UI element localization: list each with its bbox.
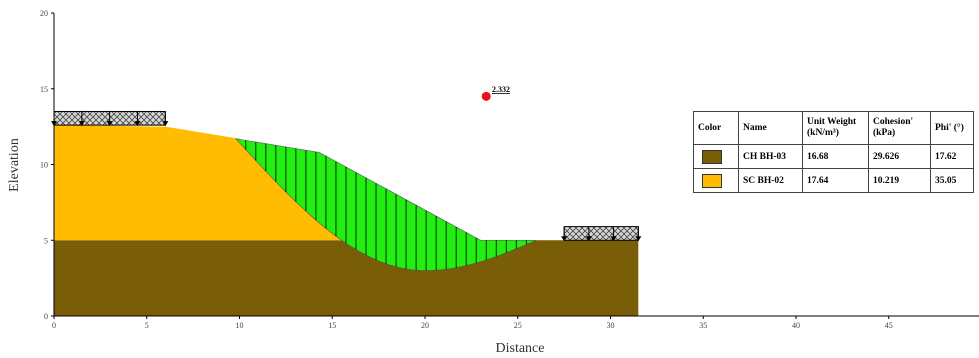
legend-header-name: Name	[738, 111, 803, 145]
x-tick-label: 15	[328, 321, 336, 330]
material-legend-table: Color Name Unit Weight (kN/m³) Cohesion'…	[693, 111, 974, 193]
y-axis-title: Elevation	[7, 138, 22, 192]
legend-row: SC BH-02 17.64 10.219 35.05	[693, 168, 974, 193]
critical-slip-center-point	[481, 91, 491, 101]
phi-value: 17.62	[930, 144, 974, 169]
phi-value: 35.05	[930, 168, 974, 193]
material-name: CH BH-03	[738, 144, 803, 169]
ch-layer-region	[54, 240, 639, 316]
sc-layer-region	[54, 125, 639, 241]
x-tick-label: 40	[792, 321, 800, 330]
x-axis-title: Distance	[496, 341, 545, 356]
sc-color-swatch	[702, 173, 722, 188]
load-arrow-head	[561, 236, 568, 242]
legend-header-cohesion: Cohesion' (kPa)	[868, 111, 931, 145]
y-tick-label: 20	[40, 9, 48, 18]
x-tick-label: 10	[236, 321, 244, 330]
load-arrow-head	[610, 236, 617, 242]
cohesion-value: 29.626	[868, 144, 931, 169]
legend-row: CH BH-03 16.68 29.626 17.62	[693, 144, 974, 169]
load-arrow-head	[635, 236, 642, 242]
factor-of-safety-label: 2.332	[492, 85, 510, 94]
x-tick-label: 45	[885, 321, 893, 330]
load-arrow-head	[585, 236, 592, 242]
x-tick-label: 0	[52, 321, 56, 330]
cohesion-value: 10.219	[868, 168, 931, 193]
legend-header-unit-weight: Unit Weight (kN/m³)	[802, 111, 869, 145]
load-arrow-head	[78, 121, 85, 127]
y-tick-label: 5	[44, 236, 48, 245]
x-tick-label: 35	[699, 321, 707, 330]
surcharge-load	[563, 226, 639, 241]
legend-header-phi: Phi' (°)	[930, 111, 974, 145]
unit-weight-value: 17.64	[802, 168, 869, 193]
legend-header-color: Color	[693, 111, 739, 145]
y-tick-label: 10	[40, 161, 48, 170]
legend-header-row: Color Name Unit Weight (kN/m³) Cohesion'…	[693, 111, 974, 145]
x-tick-label: 20	[421, 321, 429, 330]
x-tick-label: 5	[145, 321, 149, 330]
load-arrow-head	[134, 121, 141, 127]
load-arrow-head	[106, 121, 113, 127]
unit-weight-value: 16.68	[802, 144, 869, 169]
y-tick-label: 15	[40, 85, 48, 94]
x-tick-label: 25	[514, 321, 522, 330]
x-tick-label: 30	[607, 321, 615, 330]
ch-color-swatch	[702, 149, 722, 164]
y-tick-label: 0	[44, 312, 48, 321]
material-name: SC BH-02	[738, 168, 803, 193]
load-arrow-head	[162, 121, 169, 127]
